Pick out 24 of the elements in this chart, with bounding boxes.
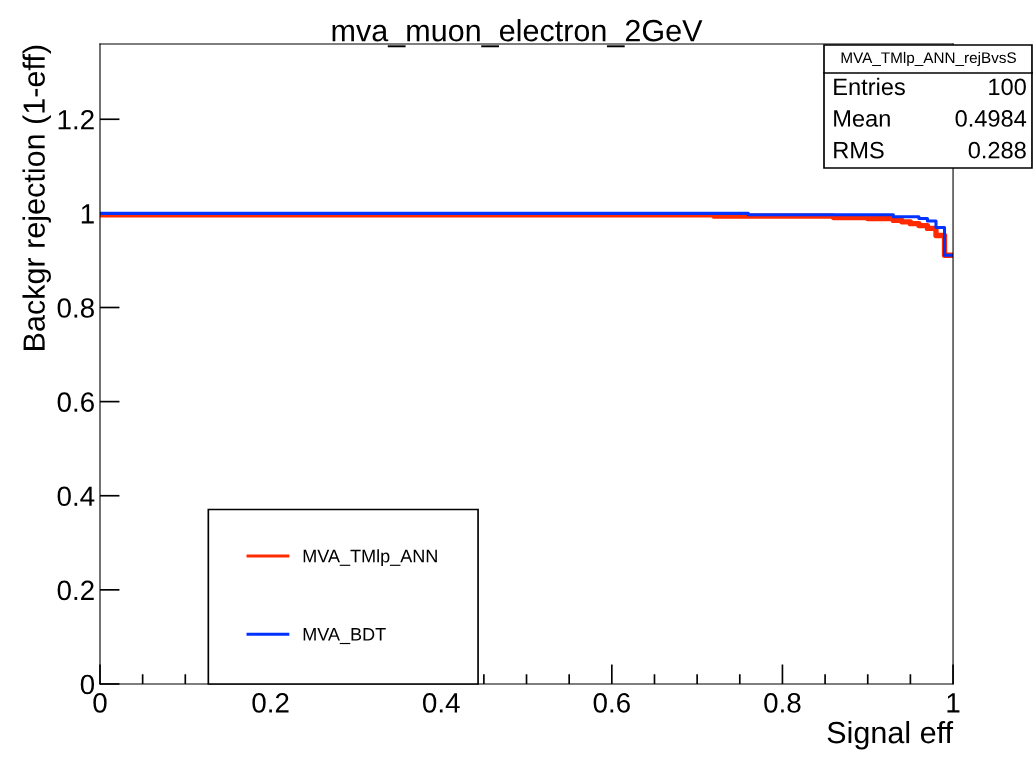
annotation: Entries bbox=[834, 77, 905, 96]
y-tick-label: 0.8 bbox=[57, 298, 94, 318]
x-tick-label: 0.8 bbox=[764, 693, 801, 713]
y-tick-label: 1.2 bbox=[58, 109, 94, 130]
x-tick-label: 0.6 bbox=[593, 693, 630, 713]
annotation: MVA_TMlp_ANN_rejBvsS bbox=[841, 51, 1016, 67]
x-tick-label: 0.4 bbox=[422, 693, 460, 713]
y-tick-label: 0.6 bbox=[57, 392, 94, 412]
annotation: RMS bbox=[834, 141, 884, 159]
legend-label: MVA_BDT bbox=[303, 628, 386, 645]
y-tick-label: 0.2 bbox=[57, 580, 94, 601]
text: 0.4984 bbox=[955, 110, 1027, 127]
text: 100 bbox=[989, 78, 1026, 96]
annotation: Mean bbox=[834, 110, 890, 127]
x-tick-label: 1 bbox=[947, 693, 960, 713]
x-tick-label: 0.2 bbox=[252, 693, 289, 713]
y-tick-label: 1 bbox=[81, 204, 94, 224]
y-tick-label: 0.4 bbox=[57, 486, 95, 507]
y-axis-title: Backgr rejection (1-eff) bbox=[22, 45, 51, 350]
chart-title: mva_muon_electron_2GeV bbox=[332, 19, 703, 48]
legend-label: MVA_TMlp_ANN bbox=[303, 549, 437, 567]
x-axis-title: Signal eff bbox=[827, 720, 954, 750]
text: 0.288 bbox=[968, 141, 1026, 159]
y-tick-label: 0 bbox=[80, 674, 95, 695]
